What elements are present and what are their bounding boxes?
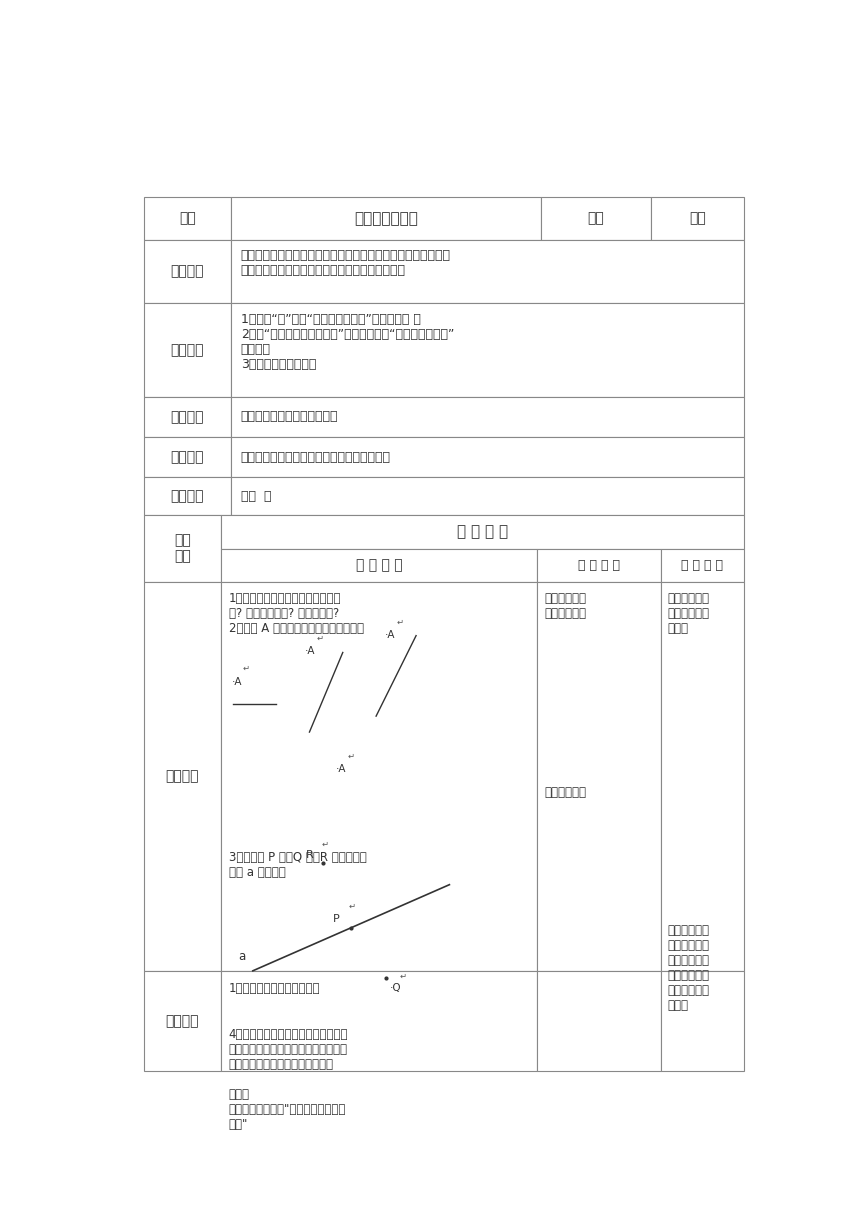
Text: ↵: ↵ [347, 751, 354, 760]
FancyBboxPatch shape [230, 197, 541, 240]
Text: ↵: ↵ [316, 634, 323, 642]
FancyBboxPatch shape [538, 970, 660, 1071]
FancyBboxPatch shape [144, 437, 230, 478]
Text: ·A: ·A [231, 677, 242, 687]
FancyBboxPatch shape [144, 582, 221, 970]
FancyBboxPatch shape [221, 514, 744, 548]
FancyBboxPatch shape [230, 396, 744, 437]
FancyBboxPatch shape [230, 240, 744, 303]
Text: 教学难点: 教学难点 [171, 450, 204, 465]
FancyBboxPatch shape [221, 548, 538, 582]
FancyBboxPatch shape [541, 197, 651, 240]
Text: 4、同学们，你们已经掌握了画已知直
线的垂线，今天老师带你们到一个海岛
上去，领略一下海岛风光，好吗？

活动一
运用多媒体课观察"点到直线的线段的
长短": 4、同学们，你们已经掌握了画已知直 线的垂线，今天老师带你们到一个海岛 上去，领… [229, 1028, 348, 1131]
Text: 学习和领悟问题解决过程中的数学思想方法。: 学习和领悟问题解决过程中的数学思想方法。 [241, 451, 390, 463]
Text: ·A: ·A [336, 765, 347, 775]
FancyBboxPatch shape [230, 478, 744, 514]
FancyBboxPatch shape [221, 582, 538, 970]
FancyBboxPatch shape [144, 240, 230, 303]
Text: ↵: ↵ [322, 839, 329, 849]
Text: ·A: ·A [384, 630, 396, 641]
Text: 课前准备: 课前准备 [171, 489, 204, 503]
Text: 教 学 过 程: 教 学 过 程 [457, 524, 508, 539]
Text: 教学目标: 教学目标 [171, 343, 204, 358]
FancyBboxPatch shape [538, 582, 660, 970]
FancyBboxPatch shape [144, 303, 230, 396]
FancyBboxPatch shape [230, 303, 744, 396]
Text: ·Q: ·Q [390, 984, 401, 993]
Text: a: a [238, 950, 245, 963]
Text: 从学生感兴趣
的主题出发，
采用与生活有
关的资料，让
学生体验生活
数学。: 从学生感兴趣 的主题出发， 采用与生活有 关的资料，让 学生体验生活 数学。 [667, 924, 710, 1012]
Text: 复习回忆: 复习回忆 [166, 770, 200, 783]
FancyBboxPatch shape [144, 396, 230, 437]
Text: 新授: 新授 [689, 212, 706, 225]
Text: 设 计 意 图: 设 计 意 图 [681, 559, 723, 572]
Text: 教材分析: 教材分析 [171, 264, 204, 278]
Text: 本节课是在学习了画垂线的基础上学习点到直线的距离，在上一
节课的基础上要用到尺去度量这条垂线段的长度。: 本节课是在学习了画垂线的基础上学习点到直线的距离，在上一 节课的基础上要用到尺去… [241, 249, 451, 277]
FancyBboxPatch shape [144, 970, 221, 1071]
Text: 1、思考：哪一线段条最短？: 1、思考：哪一线段条最短？ [229, 983, 320, 995]
Text: 学生回忆上节
课学习的知识: 学生回忆上节 课学习的知识 [544, 592, 586, 620]
Text: 1、上节课我们都学习了哪些数学知
识? 你学会了什么? 用什么工具?
2、经过 A 点分别画出已知直线的垂线。: 1、上节课我们都学习了哪些数学知 识? 你学会了什么? 用什么工具? 2、经过 … [229, 592, 364, 635]
Text: ↵: ↵ [348, 902, 355, 911]
Text: ·A: ·A [304, 647, 316, 657]
Text: 1、通过“量”认识“点到直线的距离”的初步概念 。
2、以“画垂线、量线段长短”为主，抄象出“点到直线的距离”
的概念。
3、体会距离的含义。: 1、通过“量”认识“点到直线的距离”的初步概念 。 2、以“画垂线、量线段长短”… [241, 313, 454, 371]
Text: ↵: ↵ [399, 972, 407, 980]
Text: 3、分别过 P 点、Q 点、R 点画出已知
直线 a 的垂线。: 3、分别过 P 点、Q 点、R 点画出已知 直线 a 的垂线。 [229, 851, 366, 879]
FancyBboxPatch shape [538, 548, 660, 582]
Text: 学生操作练习: 学生操作练习 [544, 787, 586, 799]
Text: 学 生 活 动: 学 生 活 动 [578, 559, 620, 572]
FancyBboxPatch shape [221, 970, 538, 1071]
Text: R: R [306, 850, 314, 861]
Text: 教 师 活 动: 教 师 活 动 [356, 558, 402, 573]
Text: 点到直线的距离: 点到直线的距离 [353, 212, 418, 226]
FancyBboxPatch shape [144, 478, 230, 514]
Text: ↵: ↵ [396, 618, 403, 626]
FancyBboxPatch shape [660, 548, 744, 582]
FancyBboxPatch shape [144, 197, 230, 240]
Text: P: P [333, 914, 340, 924]
Text: 沟通旧知、建
立联系，激发
兴趣。: 沟通旧知、建 立联系，激发 兴趣。 [667, 592, 710, 635]
Text: 课件  尺: 课件 尺 [241, 490, 271, 502]
FancyBboxPatch shape [144, 514, 221, 582]
FancyBboxPatch shape [651, 197, 744, 240]
Text: 课型: 课型 [587, 212, 604, 225]
FancyBboxPatch shape [660, 970, 744, 1071]
Text: 教学
环节: 教学 环节 [174, 534, 191, 564]
FancyBboxPatch shape [230, 437, 744, 478]
Text: 对点到直线距离最短的理解。: 对点到直线距离最短的理解。 [241, 411, 338, 423]
Text: 课题: 课题 [179, 212, 196, 225]
Text: 探究新知: 探究新知 [166, 1014, 200, 1028]
Text: 教学重点: 教学重点 [171, 410, 204, 424]
FancyBboxPatch shape [660, 582, 744, 970]
Text: ↵: ↵ [243, 664, 249, 674]
